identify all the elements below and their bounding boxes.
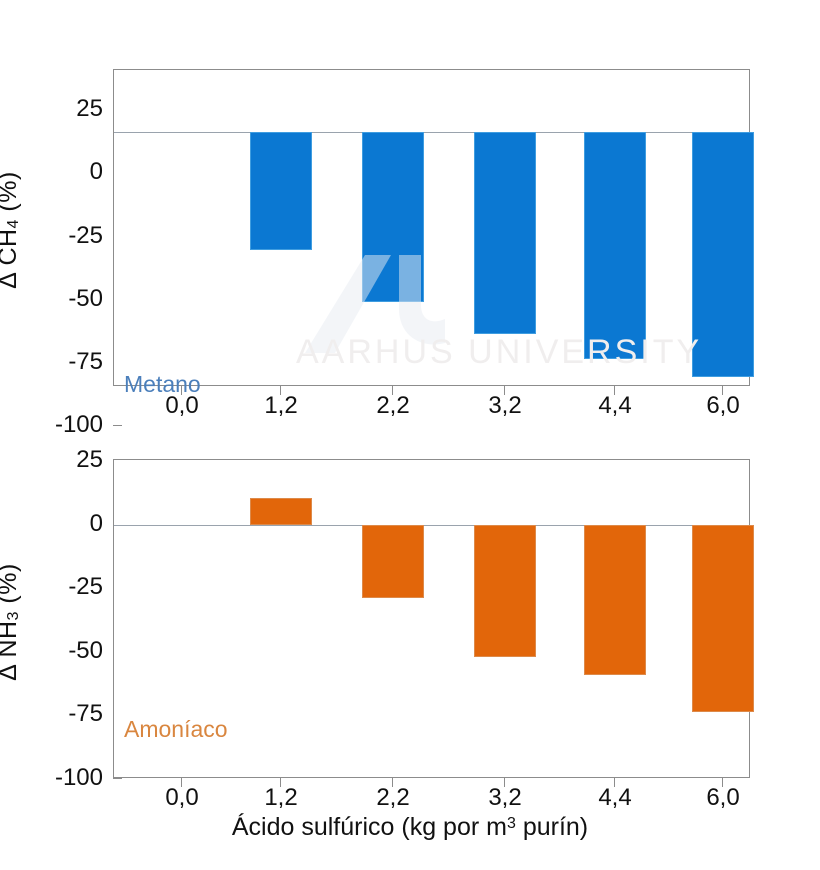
x-tick-mark bbox=[504, 386, 506, 395]
x-tick-label: 4,4 bbox=[598, 392, 632, 419]
bar-ammonia-4_4[interactable] bbox=[584, 525, 646, 675]
x-tick-mark bbox=[392, 778, 394, 787]
plot-area-methane bbox=[113, 69, 754, 386]
x-tick-mark bbox=[392, 386, 394, 395]
bar-methane-1_2[interactable] bbox=[250, 132, 312, 250]
y-axis-title-ammonia: Δ NH3 (%) bbox=[0, 442, 23, 802]
x-tick-label: 6,0 bbox=[706, 784, 740, 811]
x-tick-mark bbox=[614, 386, 616, 395]
y-tick-label: 25 bbox=[76, 95, 103, 122]
delta-symbol: Δ bbox=[0, 665, 22, 681]
x-tick-label: 0,0 bbox=[165, 784, 199, 811]
bar-ammonia-6_0[interactable] bbox=[692, 525, 754, 712]
bar-methane-3_2[interactable] bbox=[474, 132, 536, 334]
y-tick-label: 0 bbox=[89, 158, 103, 185]
y-tick-label: -50 bbox=[68, 285, 103, 312]
bar-ammonia-2_2[interactable] bbox=[362, 525, 424, 598]
x-tick-label: 1,2 bbox=[264, 392, 298, 419]
x-tick-label: 3,2 bbox=[488, 392, 522, 419]
x-axis-title-suffix: purín) bbox=[515, 813, 589, 841]
x-tick-label: 2,2 bbox=[376, 392, 410, 419]
x-tick-mark bbox=[181, 778, 183, 787]
x-tick-mark bbox=[181, 386, 183, 395]
x-axis-title: Ácido sulfúrico (kg por m3 purín) bbox=[0, 813, 820, 842]
x-tick-label: 3,2 bbox=[488, 784, 522, 811]
chart-panel-methane: Δ CH4 (%) 25 0 -25 -50 -75 -100 bbox=[0, 40, 820, 440]
y-tick-label: -100 bbox=[54, 764, 103, 791]
x-tick-label: 0,0 bbox=[165, 392, 199, 419]
x-axis-title-main: Ácido sulfúrico (kg por m bbox=[231, 813, 507, 841]
x-tick-mark bbox=[504, 778, 506, 787]
y-tick-label: -25 bbox=[68, 573, 103, 600]
x-tick-label: 2,2 bbox=[376, 784, 410, 811]
y-axis-subscript: 3 bbox=[5, 611, 22, 621]
x-tick-mark bbox=[722, 778, 724, 787]
x-tick-mark bbox=[280, 778, 282, 787]
y-tick-mark bbox=[113, 778, 122, 780]
x-tick-label: 4,4 bbox=[598, 784, 632, 811]
x-tick-mark bbox=[614, 778, 616, 787]
bar-ammonia-3_2[interactable] bbox=[474, 525, 536, 657]
x-tick-mark bbox=[280, 386, 282, 395]
bar-methane-2_2[interactable] bbox=[362, 132, 424, 302]
x-tick-label: 1,2 bbox=[264, 784, 298, 811]
chart-panel-ammonia: Δ NH3 (%) 25 0 -25 -50 -75 -100 bbox=[0, 430, 820, 830]
bar-ammonia-1_2[interactable] bbox=[250, 498, 312, 525]
series-label-methane: Metano bbox=[124, 371, 201, 397]
y-tick-label: -100 bbox=[54, 411, 103, 438]
zero-baseline bbox=[114, 132, 749, 133]
x-tick-mark bbox=[722, 386, 724, 395]
y-tick-label: -75 bbox=[68, 348, 103, 375]
x-axis-title-exponent: 3 bbox=[506, 815, 516, 832]
y-tick-label: -50 bbox=[68, 637, 103, 664]
y-tick-label: 0 bbox=[89, 510, 103, 537]
bar-methane-6_0[interactable] bbox=[692, 132, 754, 377]
series-label-ammonia: Amoníaco bbox=[124, 716, 228, 742]
bar-methane-4_4[interactable] bbox=[584, 132, 646, 359]
x-tick-label: 6,0 bbox=[706, 392, 740, 419]
y-tick-label: 25 bbox=[76, 446, 103, 473]
plot-area-ammonia bbox=[113, 459, 754, 778]
y-tick-mark bbox=[113, 425, 122, 427]
zero-baseline bbox=[114, 525, 749, 526]
y-tick-label: -25 bbox=[68, 222, 103, 249]
y-tick-label: -75 bbox=[68, 700, 103, 727]
